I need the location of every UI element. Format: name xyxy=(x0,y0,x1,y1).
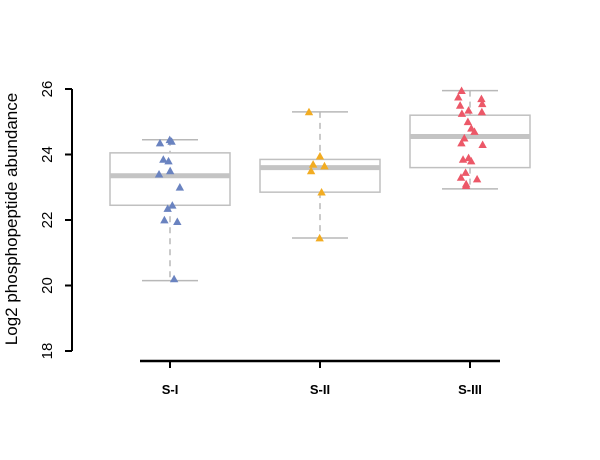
data-point-s-iii xyxy=(477,107,487,116)
data-point-s-ii xyxy=(304,107,314,116)
data-point-s-iii xyxy=(470,127,479,135)
data-point-s-i xyxy=(169,274,179,283)
data-point-s-iii xyxy=(461,168,470,176)
data-point-s-iii xyxy=(460,133,469,142)
data-point-s-iii xyxy=(457,86,466,94)
x-tick-label: S-III xyxy=(458,382,482,397)
data-point-s-i xyxy=(160,215,169,224)
data-point-s-i xyxy=(154,169,164,178)
y-tick-label: 24 xyxy=(39,146,56,163)
data-point-s-iii xyxy=(454,92,463,101)
boxes xyxy=(109,89,531,282)
box-s-iii xyxy=(409,114,531,169)
data-point-s-iii xyxy=(456,173,466,181)
data-point-s-ii xyxy=(315,233,324,242)
data-point-s-iii xyxy=(467,156,476,165)
data-point-s-iii xyxy=(472,174,482,183)
data-point-s-i xyxy=(168,201,177,209)
y-tick-label: 22 xyxy=(39,212,56,229)
data-point-s-iii xyxy=(455,101,465,109)
data-point-s-iii xyxy=(458,155,468,163)
data-point-s-i xyxy=(155,138,165,147)
data-point-s-ii xyxy=(317,187,326,196)
data-point-s-iii xyxy=(477,94,486,103)
data-point-s-i xyxy=(159,155,168,163)
data-point-s-iii xyxy=(478,99,487,108)
data-point-s-ii xyxy=(320,161,329,170)
axes: 18 20 22 24 26 S-I S-II S-III xyxy=(39,81,500,397)
data-point-s-i xyxy=(163,204,172,212)
data-point-s-ii xyxy=(315,151,325,160)
y-tick-label: 20 xyxy=(39,277,56,294)
data-point-s-iii xyxy=(464,106,473,114)
y-tick-label: 26 xyxy=(39,81,56,98)
x-tick-label: S-II xyxy=(310,382,330,397)
data-point-s-i xyxy=(165,166,175,175)
data-point-s-iii xyxy=(457,138,466,147)
data-point-s-i xyxy=(173,217,182,225)
data-point-s-ii xyxy=(306,166,316,175)
data-point-s-ii xyxy=(308,160,318,168)
box-s-ii xyxy=(259,158,381,193)
data-point-s-iii xyxy=(457,109,467,117)
data-point-s-i xyxy=(164,156,173,165)
data-points xyxy=(154,86,487,283)
x-tick-label: S-I xyxy=(162,382,179,397)
data-point-s-i xyxy=(175,183,185,191)
y-tick-label: 18 xyxy=(39,343,56,360)
data-point-s-iii xyxy=(461,181,471,189)
data-point-s-iii xyxy=(463,117,473,126)
data-point-s-i xyxy=(167,137,176,145)
y-axis-label: Log2 phosphopeptide abundance xyxy=(2,93,21,345)
data-point-s-iii xyxy=(478,140,487,149)
